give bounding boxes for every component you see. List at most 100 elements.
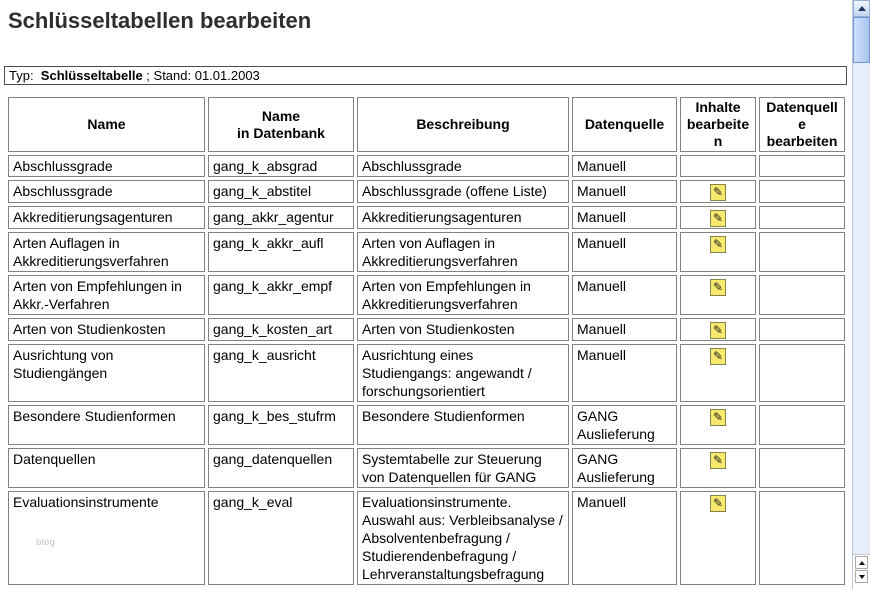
cell-name: Arten von Studienkosten xyxy=(8,318,205,341)
cell-edit-contents: ✎ xyxy=(680,155,756,177)
watermark: blog xyxy=(36,537,55,547)
key-tables-table: Name Name in Datenbank Beschreibung Date… xyxy=(5,94,848,588)
col-header-edit-data-source: Datenquelle bearbeiten xyxy=(759,97,845,152)
cell-description: Arten von Empfehlungen in Akkreditierung… xyxy=(357,275,569,315)
cell-edit-contents: ✎ xyxy=(680,275,756,315)
col-header-description: Beschreibung xyxy=(357,97,569,152)
pencil-icon[interactable]: ✎ xyxy=(710,322,726,339)
cell-db-name: gang_akkr_agentur xyxy=(208,206,354,229)
cell-db-name: gang_k_ausricht xyxy=(208,344,354,402)
scroll-mini-down-button[interactable] xyxy=(855,570,868,583)
cell-edit-data-source xyxy=(759,318,845,341)
up-arrow-icon xyxy=(857,6,866,11)
cell-data-source: Manuell xyxy=(572,275,677,315)
table-row: Arten von Studienkosten gang_k_kosten_ar… xyxy=(8,318,845,341)
table-row: Arten Auflagen in Akkreditierungsverfahr… xyxy=(8,232,845,272)
col-header-name: Name xyxy=(8,97,205,152)
cell-data-source: Manuell xyxy=(572,318,677,341)
cell-description: Abschlussgrade (offene Liste) xyxy=(357,180,569,203)
cell-name: Datenquellen xyxy=(8,448,205,488)
cell-name: Evaluationsinstrumente xyxy=(8,491,205,585)
cell-data-source: Manuell xyxy=(572,491,677,585)
cell-edit-contents: ✎ xyxy=(680,232,756,272)
scroll-up-button[interactable] xyxy=(853,0,870,17)
pencil-icon[interactable]: ✎ xyxy=(710,452,726,469)
pencil-icon[interactable]: ✎ xyxy=(710,409,726,426)
cell-data-source: GANG Auslieferung xyxy=(572,405,677,445)
table-row: Akkreditierungsagenturen gang_akkr_agent… xyxy=(8,206,845,229)
meta-stand: ; Stand: 01.01.2003 xyxy=(142,68,260,83)
cell-data-source: Manuell xyxy=(572,232,677,272)
cell-description: Arten von Auflagen in Akkreditierungsver… xyxy=(357,232,569,272)
cell-name: Besondere Studienformen xyxy=(8,405,205,445)
cell-edit-contents: ✎ xyxy=(680,318,756,341)
down-arrow-icon xyxy=(858,574,865,579)
cell-db-name: gang_k_kosten_art xyxy=(208,318,354,341)
cell-edit-contents: ✎ xyxy=(680,180,756,203)
cell-edit-contents: ✎ xyxy=(680,405,756,445)
page-title: Schlüsseltabellen bearbeiten xyxy=(8,8,312,33)
cell-edit-contents: ✎ xyxy=(680,448,756,488)
cell-edit-data-source xyxy=(759,405,845,445)
cell-data-source: Manuell xyxy=(572,155,677,177)
vertical-scrollbar[interactable] xyxy=(852,0,870,589)
table-body: Abschlussgrade gang_k_absgrad Abschlussg… xyxy=(8,155,845,585)
table-row: Besondere Studienformen gang_k_bes_stufr… xyxy=(8,405,845,445)
cell-edit-contents: ✎ xyxy=(680,344,756,402)
cell-db-name: gang_k_absgrad xyxy=(208,155,354,177)
table-header-row: Name Name in Datenbank Beschreibung Date… xyxy=(8,97,845,152)
cell-name: Akkreditierungsagenturen xyxy=(8,206,205,229)
pencil-icon[interactable]: ✎ xyxy=(710,495,726,512)
cell-name: Abschlussgrade xyxy=(8,155,205,177)
cell-edit-data-source xyxy=(759,180,845,203)
meta-box: Typ: Schlüsseltabelle ; Stand: 01.01.200… xyxy=(4,66,847,85)
cell-edit-data-source xyxy=(759,448,845,488)
cell-data-source: Manuell xyxy=(572,180,677,203)
pencil-icon[interactable]: ✎ xyxy=(710,236,726,253)
cell-description: Ausrichtung eines Studiengangs: angewand… xyxy=(357,344,569,402)
cell-name: Abschlussgrade xyxy=(8,180,205,203)
cell-edit-data-source xyxy=(759,232,845,272)
cell-db-name: gang_k_eval xyxy=(208,491,354,585)
cell-data-source: Manuell xyxy=(572,206,677,229)
cell-db-name: gang_k_abstitel xyxy=(208,180,354,203)
table-row: Evaluationsinstrumente gang_k_eval Evalu… xyxy=(8,491,845,585)
pencil-icon[interactable]: ✎ xyxy=(710,279,726,296)
cell-edit-data-source xyxy=(759,206,845,229)
col-header-edit-contents: Inhalte bearbeiten xyxy=(680,97,756,152)
table-row: Ausrichtung von Studiengängen gang_k_aus… xyxy=(8,344,845,402)
table-row: Datenquellen gang_datenquellen Systemtab… xyxy=(8,448,845,488)
pencil-icon[interactable]: ✎ xyxy=(710,184,726,201)
cell-db-name: gang_datenquellen xyxy=(208,448,354,488)
cell-db-name: gang_k_bes_stufrm xyxy=(208,405,354,445)
cell-db-name: gang_k_akkr_empf xyxy=(208,275,354,315)
cell-name: Ausrichtung von Studiengängen xyxy=(8,344,205,402)
cell-db-name: gang_k_akkr_aufl xyxy=(208,232,354,272)
scrollbar-thumb[interactable] xyxy=(853,17,870,63)
cell-data-source: Manuell xyxy=(572,344,677,402)
cell-name: Arten Auflagen in Akkreditierungsverfahr… xyxy=(8,232,205,272)
col-header-data-source: Datenquelle xyxy=(572,97,677,152)
table-row: Arten von Empfehlungen in Akkr.-Verfahre… xyxy=(8,275,845,315)
scroll-mini-up-button[interactable] xyxy=(855,556,868,569)
meta-typ-value: Schlüsseltabelle xyxy=(40,68,143,83)
scroll-mini-button-group xyxy=(853,554,870,589)
cell-description: Arten von Studienkosten xyxy=(357,318,569,341)
cell-edit-contents: ✎ xyxy=(680,206,756,229)
cell-description: Systemtabelle zur Steuerung von Datenque… xyxy=(357,448,569,488)
cell-edit-data-source xyxy=(759,155,845,177)
pencil-icon[interactable]: ✎ xyxy=(710,348,726,365)
cell-data-source: GANG Auslieferung xyxy=(572,448,677,488)
page: Schlüsseltabellen bearbeiten Typ: Schlüs… xyxy=(4,8,848,588)
cell-name: Arten von Empfehlungen in Akkr.-Verfahre… xyxy=(8,275,205,315)
table-row: Abschlussgrade gang_k_absgrad Abschlussg… xyxy=(8,155,845,177)
cell-edit-data-source xyxy=(759,275,845,315)
cell-edit-contents: ✎ xyxy=(680,491,756,585)
cell-description: Besondere Studienformen xyxy=(357,405,569,445)
pencil-icon[interactable]: ✎ xyxy=(710,210,726,227)
meta-typ-label: Typ: xyxy=(9,68,41,83)
cell-description: Abschlussgrade xyxy=(357,155,569,177)
cell-edit-data-source xyxy=(759,344,845,402)
cell-description: Akkreditierungsagenturen xyxy=(357,206,569,229)
up-arrow-icon xyxy=(858,560,865,565)
